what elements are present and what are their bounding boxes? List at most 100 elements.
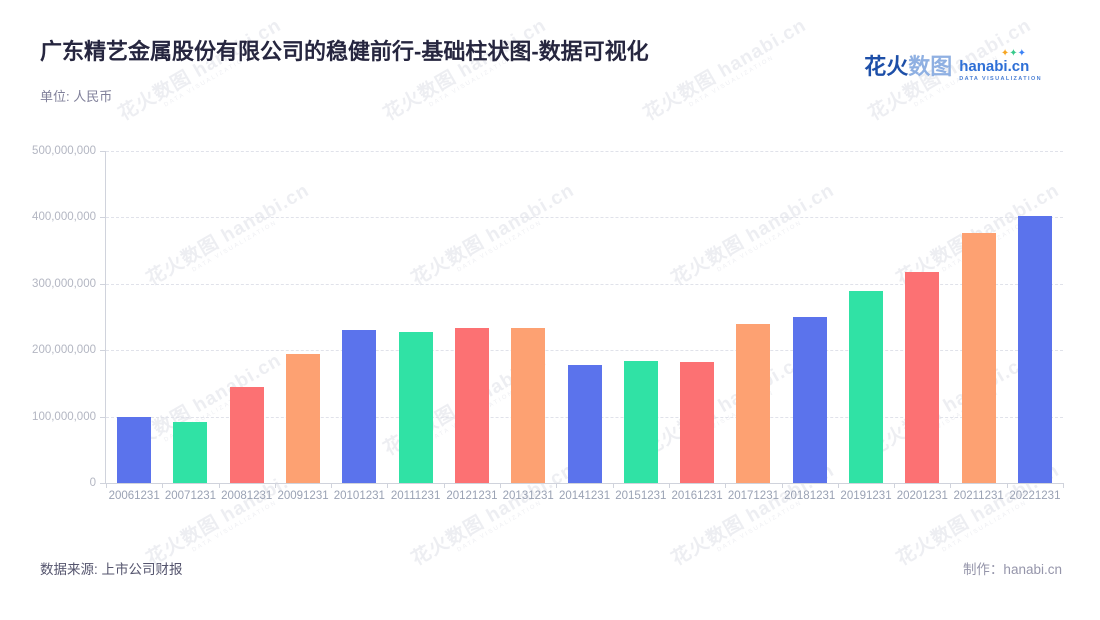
bar-band [387, 151, 443, 483]
x-axis-tick [1063, 483, 1064, 488]
x-axis-tick [1006, 483, 1008, 488]
bar-20201231[interactable] [905, 271, 940, 483]
gridline [106, 350, 1063, 352]
x-axis-tick [274, 483, 276, 488]
hanabi-logo: 花火数图 ✦✦✦ hanabi.cn DATA VISUALIZATION [864, 49, 1042, 83]
y-axis-tick [100, 483, 106, 484]
x-axis-tick [612, 483, 614, 488]
gridline [106, 151, 1063, 152]
x-axis-tick [106, 483, 107, 488]
bar-band [556, 151, 612, 483]
watermark-text: 花火数图 hanabi.cn [115, 14, 286, 126]
x-axis-label: 20111231 [390, 490, 441, 502]
y-axis-label: 400,000,000 [32, 211, 96, 224]
bar-band [1007, 151, 1063, 483]
bar-20141231[interactable] [567, 365, 602, 483]
bar-20151231[interactable] [623, 360, 658, 483]
y-axis-label: 0 [89, 477, 96, 489]
y-axis-label: 500,000,000 [32, 145, 96, 157]
bar-band [950, 151, 1006, 483]
y-axis-tick [100, 283, 106, 285]
bar-band [613, 151, 669, 483]
page-title: 广东精艺金属股份有限公司的稳健前行-基础柱状图-数据可视化 [40, 39, 649, 64]
bar-20101231[interactable] [342, 330, 377, 483]
bar-20121231[interactable] [454, 328, 489, 483]
x-axis-label: 20071231 [164, 490, 217, 502]
bar-chart-plot-area: 500,000,000 400,000,000 300,000,000 200,000… [32, 145, 1064, 502]
logo-cn-part1: 花火 [864, 54, 909, 79]
x-axis-label: 20201231 [896, 490, 948, 502]
bar-20131231[interactable] [511, 327, 546, 483]
logo-chinese-text: 花火数图 [864, 56, 952, 78]
bar-band [894, 151, 950, 483]
bar-20071231[interactable] [173, 421, 208, 483]
logo-tagline: DATA VISUALIZATION [959, 76, 1042, 82]
x-axis-label: 20181231 [784, 490, 836, 502]
x-axis-tick [781, 483, 783, 488]
bar-20081231[interactable] [229, 386, 264, 483]
x-axis-label: 20191231 [840, 490, 892, 502]
spark-icon: ✦✦✦ [1000, 48, 1026, 59]
gridline [106, 283, 1063, 285]
x-axis-label: 20221231 [1009, 490, 1061, 502]
x-axis-label: 20091231 [277, 490, 329, 502]
x-axis-label: 20171231 [727, 490, 779, 502]
bar-band [500, 151, 556, 483]
bar-20061231[interactable] [117, 417, 152, 483]
x-axis-tick [331, 483, 333, 488]
bar-20091231[interactable] [286, 354, 321, 483]
bar-20171231[interactable] [736, 323, 771, 483]
x-axis-label: 20161231 [671, 490, 723, 502]
bar-20211231[interactable] [961, 233, 996, 483]
watermark-tagline: DATA VISUALIZATION [688, 54, 776, 109]
bar-band [162, 151, 218, 483]
bar-20221231[interactable] [1017, 216, 1052, 483]
y-axis-label: 100,000,000 [32, 410, 96, 423]
x-axis-tick [556, 483, 558, 488]
x-axis-tick [725, 483, 727, 488]
bar-band [725, 151, 781, 483]
bar-band [669, 151, 725, 483]
bar-20111231[interactable] [398, 332, 433, 483]
credit-text: 制作：hanabi.cn [962, 562, 1062, 577]
y-axis-tick [100, 151, 106, 152]
x-axis-tick [894, 483, 896, 488]
bar-band [106, 151, 162, 483]
data-source-text: 数据来源: 上市公司财报 [40, 562, 183, 577]
x-axis-label: 20151231 [615, 490, 667, 502]
watermark-text: 花火数图 hanabi.cn [640, 14, 811, 126]
bar-band [444, 151, 500, 483]
x-axis-label: 20061231 [108, 490, 160, 502]
gridline [106, 217, 1063, 219]
bar-band [219, 151, 275, 483]
y-axis-label: 300,000,000 [32, 277, 96, 290]
x-axis-tick [218, 483, 220, 488]
bar-20181231[interactable] [792, 317, 827, 483]
x-axis-label: 20121231 [446, 490, 498, 502]
y-axis-tick [100, 416, 106, 418]
logo-cn-part2: 数图 [908, 54, 953, 79]
x-axis-tick [162, 483, 164, 488]
x-axis-tick [950, 483, 952, 488]
x-axis-tick [387, 483, 389, 488]
bar-20191231[interactable] [849, 291, 883, 483]
logo-domain-text: hanabi.cn [959, 58, 1030, 75]
y-axis-tick [100, 217, 106, 219]
x-axis-label: 20081231 [221, 490, 273, 502]
bar-series [106, 151, 1063, 483]
x-axis-labels: 20061231 20071231 20081231 20091231 20101231… [106, 490, 1063, 502]
bar-20161231[interactable] [680, 361, 715, 483]
bar-band [838, 151, 894, 483]
bar-band [782, 151, 838, 483]
y-axis-label: 200,000,000 [32, 344, 96, 357]
x-axis-label: 20131231 [502, 490, 554, 502]
watermark-text: 花火数图 hanabi.cn [380, 14, 551, 126]
bar-band [331, 151, 387, 483]
x-axis-tick [837, 483, 839, 488]
x-axis-label: 20211231 [953, 490, 1004, 502]
y-axis-tick [100, 350, 106, 352]
bar-band [275, 151, 331, 483]
